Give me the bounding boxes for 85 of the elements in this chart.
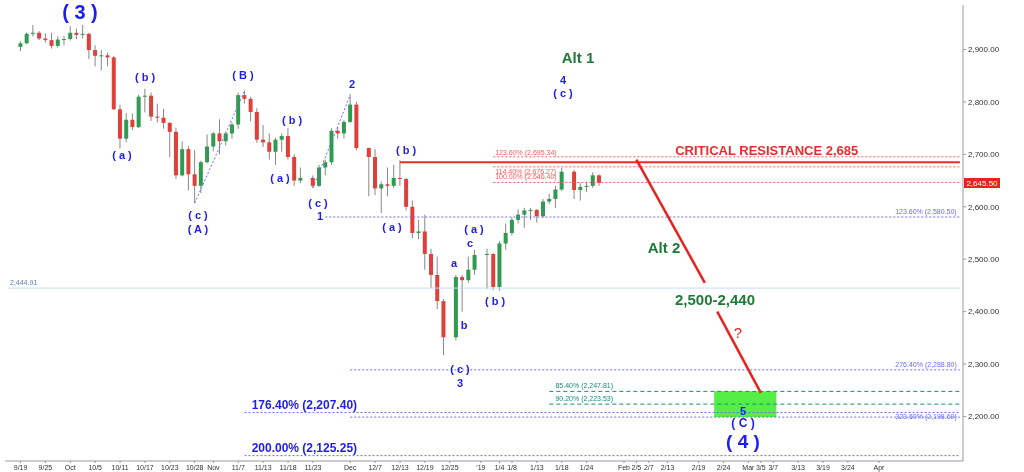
annotation: ( b ) — [395, 143, 417, 156]
candlestick — [485, 248, 489, 290]
annotation: ( c ) — [450, 362, 471, 375]
annotation: ? — [733, 324, 743, 342]
candlestick — [198, 160, 203, 194]
annotation: ( a ) — [464, 222, 485, 235]
candlestick — [80, 24, 85, 40]
annotation: 2 — [348, 77, 356, 90]
annotation: c — [466, 236, 474, 249]
annotation: 5 — [739, 404, 747, 417]
candlestick — [522, 207, 527, 229]
annotation: ( 3 ) — [62, 1, 98, 23]
ref-line-label: 200.00% (2,125.25) — [251, 440, 358, 455]
candlestick — [99, 49, 104, 72]
candlestick — [460, 274, 465, 313]
candlestick — [61, 35, 66, 46]
y-tick-label: 2,800.00 — [968, 97, 1000, 107]
candlestick — [391, 164, 396, 189]
candlestick — [341, 119, 346, 140]
annotation: 2,500-2,440 — [674, 291, 756, 309]
y-tick-label: 2,700.00 — [968, 150, 1000, 160]
candlestick — [155, 103, 160, 123]
candlestick — [167, 121, 172, 158]
candlestick — [509, 216, 514, 237]
candlestick — [466, 256, 471, 284]
candlestick — [124, 112, 129, 143]
annotation: ( C ) — [731, 416, 755, 431]
ref-line-label: 176.40% (2,207.40) — [251, 397, 358, 412]
candlestick — [572, 169, 577, 200]
candlestick — [192, 149, 197, 204]
candlestick — [503, 223, 508, 251]
y-tick-label: 2,300.00 — [968, 359, 1000, 369]
candlestick — [366, 147, 371, 197]
candlestick — [379, 181, 384, 214]
candlestick — [422, 214, 427, 271]
annotation: 4 — [559, 73, 567, 86]
annotation: ( b ) — [134, 70, 156, 83]
candlestick — [149, 92, 154, 122]
y-tick-label: 2,200.00 — [968, 412, 1000, 422]
candlestick — [267, 132, 272, 161]
candlestick — [285, 127, 290, 161]
candlestick — [553, 185, 558, 209]
candlestick — [161, 108, 166, 130]
candlestick — [273, 137, 278, 166]
annotation: 1 — [316, 209, 324, 222]
annotation: b — [460, 318, 468, 331]
annotation: ( 4 ) — [726, 430, 760, 452]
candlestick — [292, 153, 297, 187]
candlestick — [142, 88, 147, 113]
annotation: ( A ) — [187, 222, 209, 235]
candlestick — [30, 24, 35, 37]
y-tick-label: 2,600.00 — [968, 202, 1000, 212]
candlestick — [385, 166, 390, 197]
candlestick — [472, 249, 477, 276]
ref-line-label: CRITICAL RESISTANCE 2,685 — [675, 143, 859, 159]
candlestick — [540, 198, 545, 219]
y-tick-label: 2,500.00 — [968, 255, 1000, 265]
annotation: ( a ) — [382, 220, 403, 233]
annotation: ( a ) — [112, 148, 133, 161]
annotation: ( c ) — [553, 86, 574, 99]
annotation: ( B ) — [232, 68, 255, 81]
annotation: ( b ) — [484, 294, 506, 307]
annotation: Alt 1 — [561, 49, 595, 67]
candlestick — [416, 219, 421, 240]
candlestick — [317, 164, 322, 188]
annotation: a — [450, 256, 458, 269]
annotation: ( a ) — [270, 171, 291, 184]
candlestick — [211, 131, 216, 152]
candlestick — [348, 93, 353, 124]
candlestick — [429, 248, 434, 289]
annotation: ( c ) — [308, 196, 329, 209]
candlestick — [205, 133, 210, 164]
annotation: 3 — [456, 376, 464, 389]
candlestick — [93, 44, 98, 67]
candlestick — [86, 32, 91, 60]
candlestick — [397, 159, 402, 187]
candlestick — [279, 132, 284, 153]
annotation: ( c ) — [188, 208, 209, 221]
y-tick-label: 2,900.00 — [968, 45, 1000, 55]
y-tick-label: 2,400.00 — [968, 307, 1000, 317]
annotation: ( b ) — [281, 113, 303, 126]
candlestick — [217, 118, 222, 155]
candlestick — [248, 96, 253, 122]
text: 2,645.50 — [966, 178, 999, 188]
annotation: Alt 2 — [647, 239, 681, 257]
